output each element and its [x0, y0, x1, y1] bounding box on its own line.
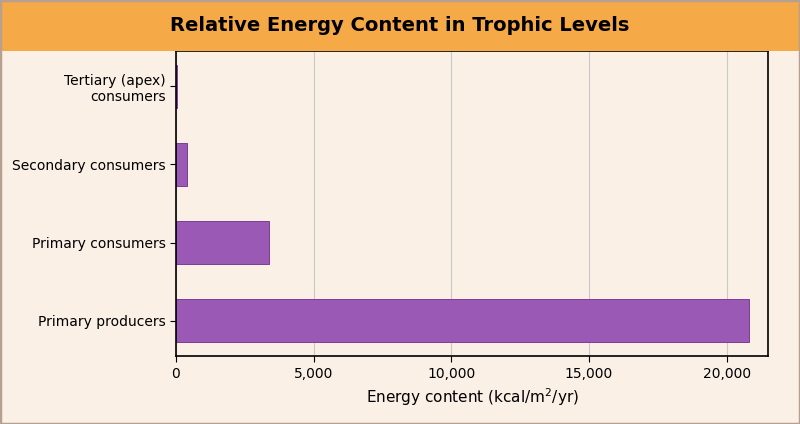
X-axis label: Energy content (kcal/m$^2$/yr): Energy content (kcal/m$^2$/yr)	[366, 386, 578, 408]
Text: Relative Energy Content in Trophic Levels: Relative Energy Content in Trophic Level…	[170, 16, 630, 35]
Bar	[176, 299, 749, 342]
Bar	[176, 143, 186, 186]
Bar	[176, 221, 269, 264]
